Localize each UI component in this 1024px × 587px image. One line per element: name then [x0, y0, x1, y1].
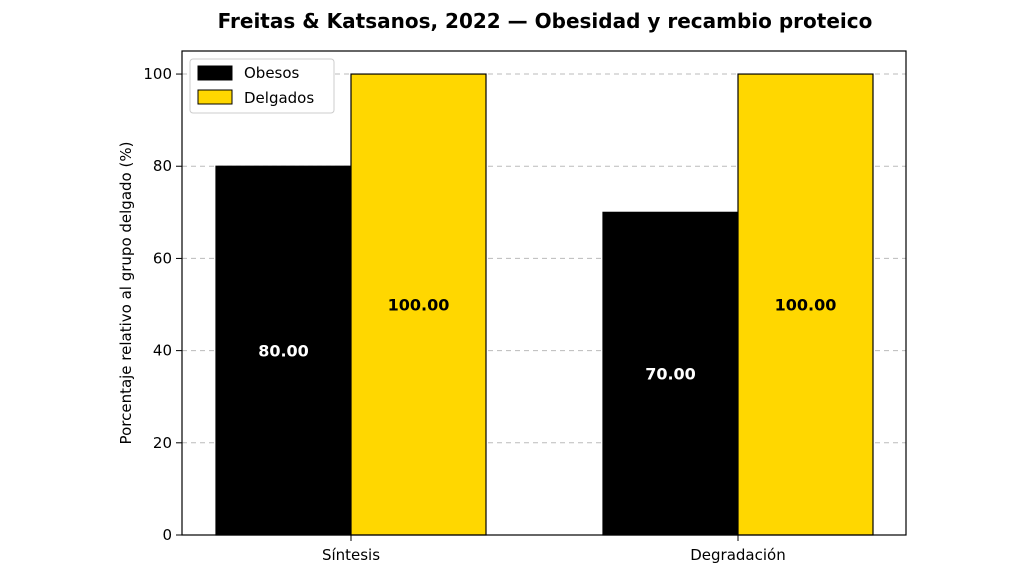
legend-label-obesos: Obesos	[244, 64, 300, 82]
bar-obesos-1	[602, 211, 739, 536]
y-tick-label: 40	[153, 342, 172, 360]
bar-value-label: 80.00	[258, 342, 309, 361]
legend-swatch-obesos	[197, 65, 233, 81]
y-axis-label: Porcentaje relativo al grupo delgado (%)	[117, 142, 135, 445]
y-tick-label: 0	[162, 526, 172, 544]
bars-layer: 80.00 100.00 70.00 100.00	[215, 73, 874, 536]
x-tick-label: Síntesis	[322, 546, 380, 564]
y-tick-label: 60	[153, 249, 172, 267]
legend: Obesos Delgados	[189, 58, 335, 114]
bar-obesos-0	[215, 165, 352, 536]
bar-delgados-0	[350, 73, 487, 536]
x-tick-label: Degradación	[690, 546, 785, 564]
ticks-layer: 0 20 40 60 80 100 Síntesis Degradación	[143, 65, 785, 564]
legend-swatch-delgados	[197, 89, 233, 105]
legend-label-delgados: Delgados	[244, 89, 314, 107]
y-tick-label: 20	[153, 434, 172, 452]
bar-delgados-1	[737, 73, 874, 536]
bar-value-label: 70.00	[645, 365, 696, 384]
y-tick-label: 100	[143, 65, 172, 83]
plot-frame	[181, 50, 907, 536]
y-tick-label: 80	[153, 157, 172, 175]
chart-title: Freitas & Katsanos, 2022 — Obesidad y re…	[218, 9, 873, 33]
bar-value-label: 100.00	[388, 296, 450, 315]
bar-value-label: 100.00	[775, 296, 837, 315]
